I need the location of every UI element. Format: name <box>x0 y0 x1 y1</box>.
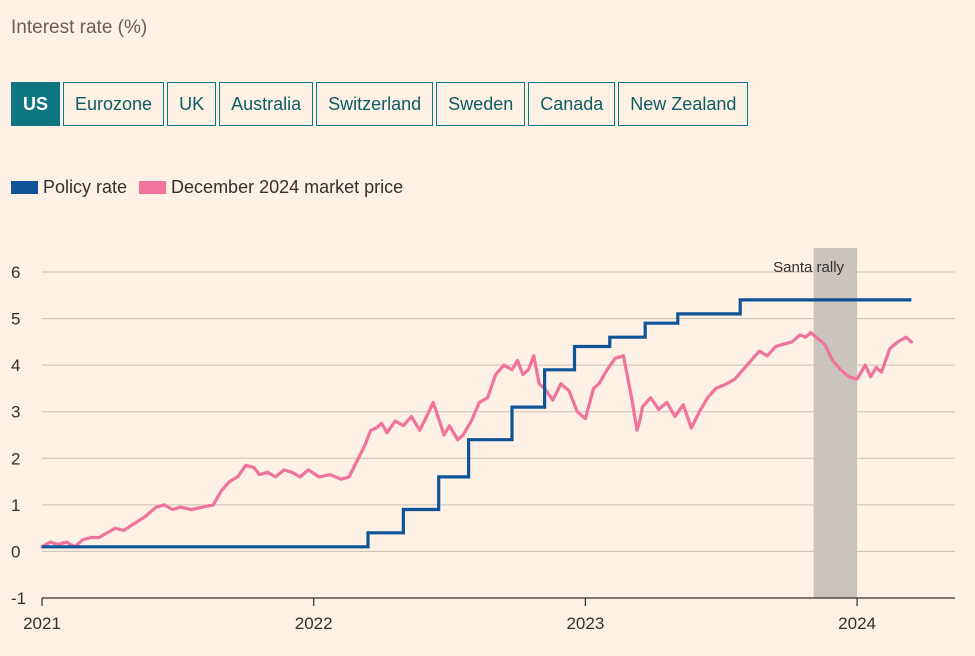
x-tick-label: 2022 <box>295 614 333 633</box>
tab-canada[interactable]: Canada <box>528 82 616 126</box>
tab-us[interactable]: US <box>11 82 61 126</box>
y-tick-label: 4 <box>11 356 20 375</box>
legend-item-policy-rate: Policy rate <box>11 177 127 198</box>
x-tick-label: 2021 <box>23 614 61 633</box>
santa-rally-shade <box>813 248 858 598</box>
y-tick-label: -1 <box>11 589 26 608</box>
tab-eurozone[interactable]: Eurozone <box>63 82 165 126</box>
tab-uk[interactable]: UK <box>167 82 217 126</box>
series-line-policy-rate <box>42 298 912 549</box>
y-tick-label: 5 <box>11 310 20 329</box>
x-tick-label: 2024 <box>838 614 876 633</box>
tab-new-zealand[interactable]: New Zealand <box>618 82 749 126</box>
tab-sweden[interactable]: Sweden <box>436 82 526 126</box>
legend-swatch-market-price <box>139 181 167 194</box>
country-tabs: US Eurozone UK Australia Switzerland Swe… <box>11 82 749 126</box>
y-tick-label: 6 <box>11 263 20 282</box>
chart-legend: Policy rate December 2024 market price <box>11 177 403 198</box>
legend-label-market-price: December 2024 market price <box>171 177 404 197</box>
series-line-market-price <box>40 330 913 549</box>
legend-label-policy-rate: Policy rate <box>43 177 128 197</box>
legend-item-market-price: December 2024 market price <box>139 177 403 198</box>
tab-australia[interactable]: Australia <box>219 82 314 126</box>
x-tick-label: 2023 <box>566 614 604 633</box>
y-tick-label: 3 <box>11 403 20 422</box>
y-tick-label: 0 <box>11 542 20 561</box>
santa-rally-label: Santa rally <box>773 259 844 276</box>
chart-title: Interest rate (%) <box>11 17 148 38</box>
y-tick-label: 1 <box>11 496 20 515</box>
tab-switzerland[interactable]: Switzerland <box>316 82 434 126</box>
legend-swatch-policy-rate <box>11 181 38 194</box>
y-tick-label: 2 <box>11 449 20 468</box>
